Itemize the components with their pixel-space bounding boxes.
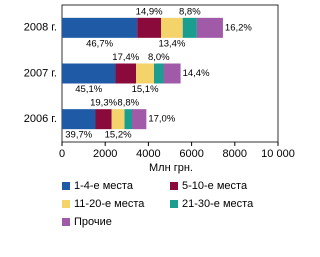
- bar-segment: [131, 109, 147, 130]
- bar-segment: [62, 109, 96, 130]
- bar-segment: [161, 17, 183, 38]
- x-axis-label: Млн грн.: [149, 162, 193, 174]
- legend-swatch: [62, 182, 70, 190]
- bar-segment: [115, 63, 137, 84]
- legend-label: Прочие: [74, 216, 112, 228]
- x-tick-label: 0: [59, 148, 65, 160]
- x-tick-label: 6000: [179, 148, 203, 160]
- bar-segment: [95, 109, 112, 130]
- share-label: 15,2%: [105, 130, 132, 141]
- legend-swatch: [62, 218, 70, 226]
- legend-label: 1-4-е места: [74, 180, 134, 192]
- bar-segment: [62, 17, 138, 38]
- share-label: 13,4%: [158, 38, 185, 49]
- bar-segment: [124, 109, 132, 130]
- legend-swatch: [170, 182, 178, 190]
- share-label: 8,8%: [179, 6, 201, 17]
- share-label: 46,7%: [86, 38, 113, 49]
- bar-segment: [62, 63, 116, 84]
- y-tick-label: 2006 г.: [24, 113, 57, 125]
- legend-label: 21-30-е места: [182, 198, 254, 210]
- legend-label: 5-10-е места: [182, 180, 248, 192]
- y-tick-label: 2008 г.: [24, 22, 57, 34]
- share-label: 17,4%: [112, 52, 139, 63]
- share-label: 39,7%: [65, 130, 92, 141]
- chart: Млн грн. 0 2000 4000 6000 8000 10 000 2008 г. 4…: [24, 4, 295, 228]
- share-label: 19,3%: [90, 98, 117, 109]
- y-tick-label: 2007 г.: [24, 67, 57, 79]
- share-label: 8,0%: [148, 52, 170, 63]
- bar-segment: [111, 109, 125, 130]
- share-label: 8,8%: [117, 98, 139, 109]
- bar-segment: [196, 17, 223, 38]
- x-tick-label: 2000: [93, 148, 117, 160]
- bar-segment: [163, 63, 181, 84]
- share-label: 45,1%: [75, 84, 102, 95]
- legend-swatch: [62, 200, 70, 208]
- legend-label: 11-20-е места: [74, 198, 145, 210]
- bar-segment: [154, 63, 164, 84]
- x-tick-label: 10 000: [261, 148, 295, 160]
- bar-segment: [136, 63, 155, 84]
- bar-segment: [137, 17, 162, 38]
- share-label: 16,2%: [225, 22, 252, 33]
- share-label: 17,0%: [148, 114, 175, 125]
- share-label: 14,9%: [136, 6, 163, 17]
- x-tick-label: 8000: [223, 148, 247, 160]
- share-label: 15,1%: [132, 84, 159, 95]
- x-tick-label: 4000: [136, 148, 160, 160]
- share-label: 14,4%: [183, 68, 210, 79]
- legend-swatch: [170, 200, 178, 208]
- bar-segment: [182, 17, 197, 38]
